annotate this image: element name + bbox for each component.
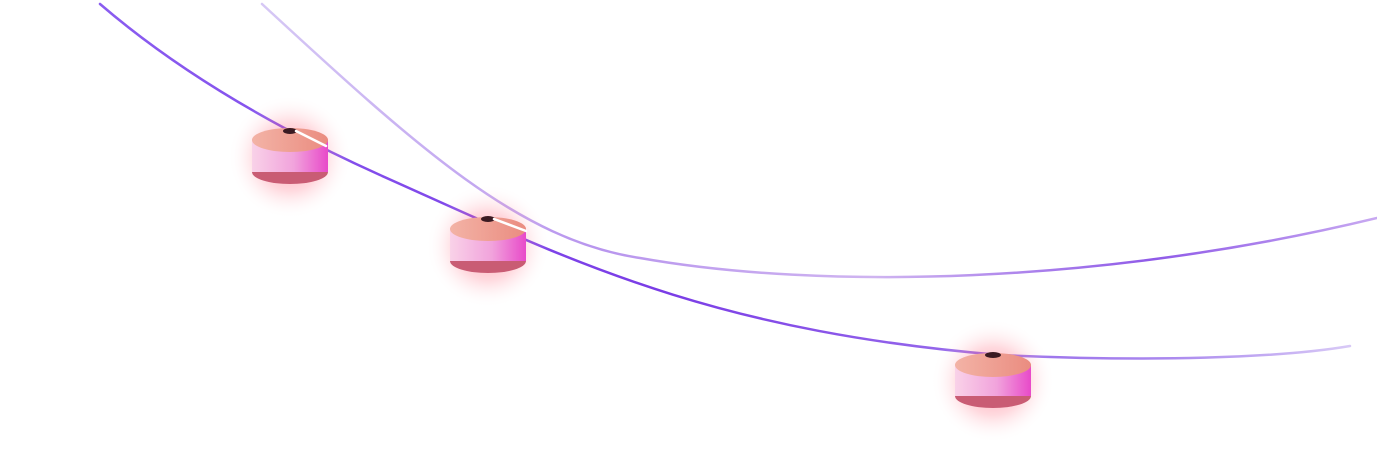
bead-2: [426, 184, 550, 308]
bead-3: [931, 319, 1055, 443]
back-string: [260, 2, 1377, 279]
bead-1: [228, 95, 352, 219]
